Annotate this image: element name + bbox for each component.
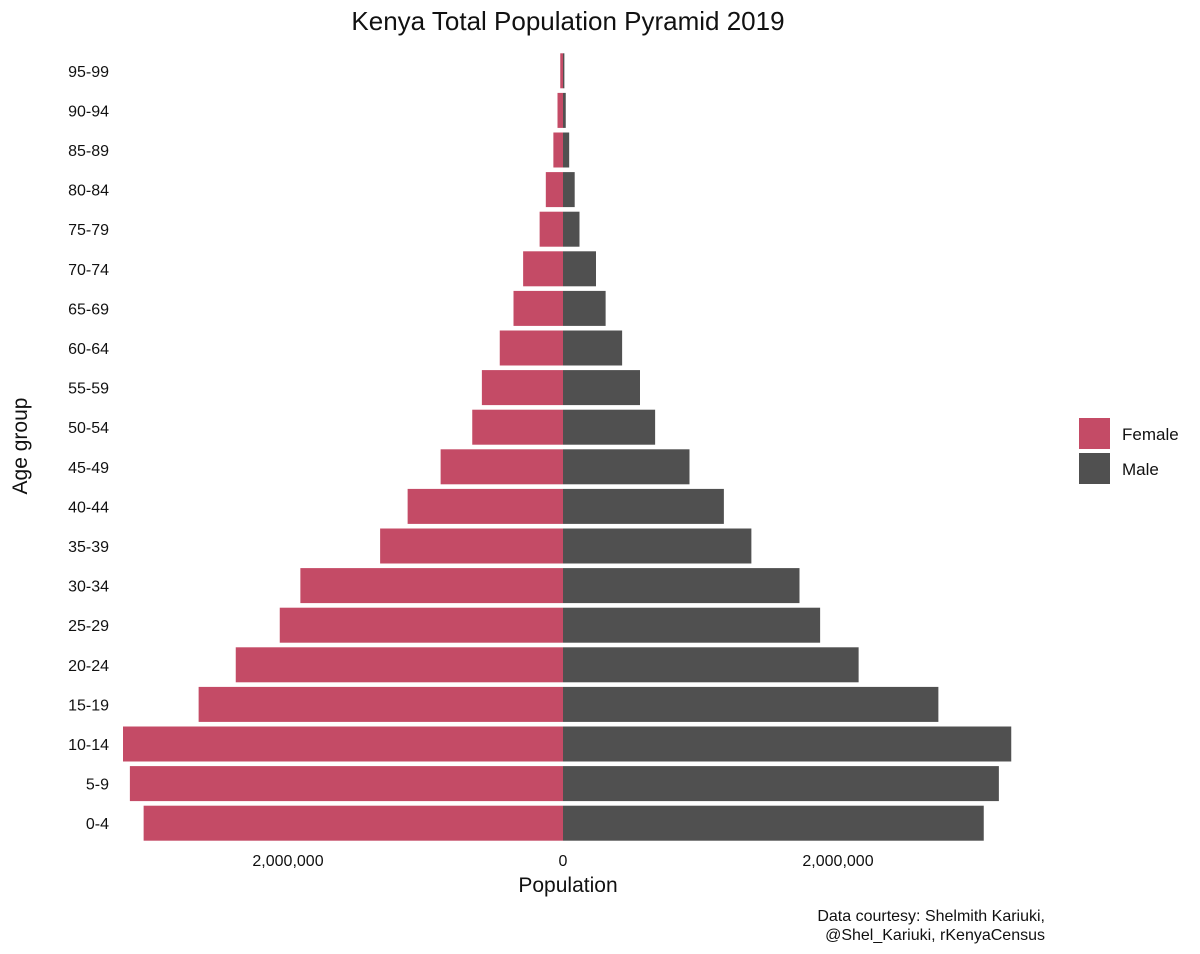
bar-male-30-34 [563, 568, 800, 604]
y-tick-label: 75-79 [68, 222, 109, 239]
bar-male-85-89 [563, 132, 570, 168]
bar-male-25-29 [563, 607, 821, 643]
x-tick-label: 2,000,000 [252, 853, 323, 870]
bar-female-0-4 [143, 805, 563, 841]
y-tick-label: 5-9 [86, 777, 109, 794]
bar-female-65-69 [513, 290, 563, 326]
bar-female-10-14 [123, 726, 563, 762]
bar-female-90-94 [557, 92, 563, 128]
bars-group [123, 53, 1012, 841]
bar-female-60-64 [499, 330, 563, 366]
bar-male-40-44 [563, 488, 724, 524]
bar-female-35-39 [380, 528, 563, 564]
y-tick-label: 80-84 [68, 183, 109, 200]
x-tick-label: 2,000,000 [802, 853, 873, 870]
bar-female-15-19 [198, 686, 563, 722]
y-tick-label: 15-19 [68, 697, 109, 714]
bar-male-80-84 [563, 172, 575, 208]
bar-female-80-84 [545, 172, 563, 208]
bar-female-45-49 [440, 449, 563, 485]
y-tick-label: 90-94 [68, 103, 109, 120]
x-tick-labels: 2,000,000 0 2,000,000 [252, 853, 873, 870]
legend-swatch-male [1079, 453, 1110, 484]
y-tick-label: 40-44 [68, 499, 109, 516]
bar-male-90-94 [563, 92, 566, 128]
y-tick-label: 65-69 [68, 301, 109, 318]
x-axis-title: Population [518, 874, 617, 897]
bar-female-5-9 [129, 766, 563, 802]
y-tick-label: 45-49 [68, 460, 109, 477]
y-tick-label: 20-24 [68, 658, 109, 675]
bar-male-20-24 [563, 647, 859, 683]
bar-male-95-99 [563, 53, 565, 89]
credit-line-2: @Shel_Kariuki, rKenyaCensus [825, 927, 1045, 944]
bar-female-20-24 [235, 647, 563, 683]
bar-female-95-99 [560, 53, 563, 89]
y-axis-title: Age group [9, 398, 32, 495]
bar-male-70-74 [563, 251, 596, 287]
bar-male-50-54 [563, 409, 656, 445]
bar-female-50-54 [472, 409, 563, 445]
bar-male-5-9 [563, 766, 999, 802]
y-tick-label: 0-4 [86, 816, 109, 833]
legend-label-female: Female [1122, 425, 1179, 444]
legend-label-male: Male [1122, 460, 1159, 479]
legend-swatch-female [1079, 418, 1110, 449]
bar-male-75-79 [563, 211, 580, 247]
bar-male-55-59 [563, 370, 640, 406]
bar-female-85-89 [553, 132, 563, 168]
bar-female-40-44 [407, 488, 563, 524]
credit-line-1: Data courtesy: Shelmith Kariuki, [817, 908, 1045, 925]
y-tick-label: 60-64 [68, 341, 109, 358]
bar-male-60-64 [563, 330, 623, 366]
x-tick-label: 0 [559, 853, 568, 870]
y-tick-label: 30-34 [68, 579, 109, 596]
bar-female-25-29 [279, 607, 563, 643]
y-tick-label: 85-89 [68, 143, 109, 160]
legend: Female Male [1079, 418, 1179, 484]
y-tick-label: 25-29 [68, 618, 109, 635]
y-tick-label: 95-99 [68, 64, 109, 81]
y-tick-label: 55-59 [68, 381, 109, 398]
bar-male-35-39 [563, 528, 752, 564]
y-tick-label: 10-14 [68, 737, 109, 754]
bar-male-65-69 [563, 290, 606, 326]
y-tick-label: 70-74 [68, 262, 109, 279]
bar-female-30-34 [300, 568, 563, 604]
y-tick-labels: 0-4 5-9 10-14 15-19 20-24 25-29 30-34 35-39 40-4… [68, 64, 109, 833]
bar-female-75-79 [539, 211, 563, 247]
y-tick-label: 50-54 [68, 420, 109, 437]
bar-male-0-4 [563, 805, 984, 841]
chart-title: Kenya Total Population Pyramid 2019 [351, 6, 784, 36]
y-tick-label: 35-39 [68, 539, 109, 556]
bar-male-15-19 [563, 686, 939, 722]
bar-female-55-59 [481, 370, 563, 406]
bar-male-10-14 [563, 726, 1012, 762]
bar-female-70-74 [523, 251, 563, 287]
bar-male-45-49 [563, 449, 690, 485]
